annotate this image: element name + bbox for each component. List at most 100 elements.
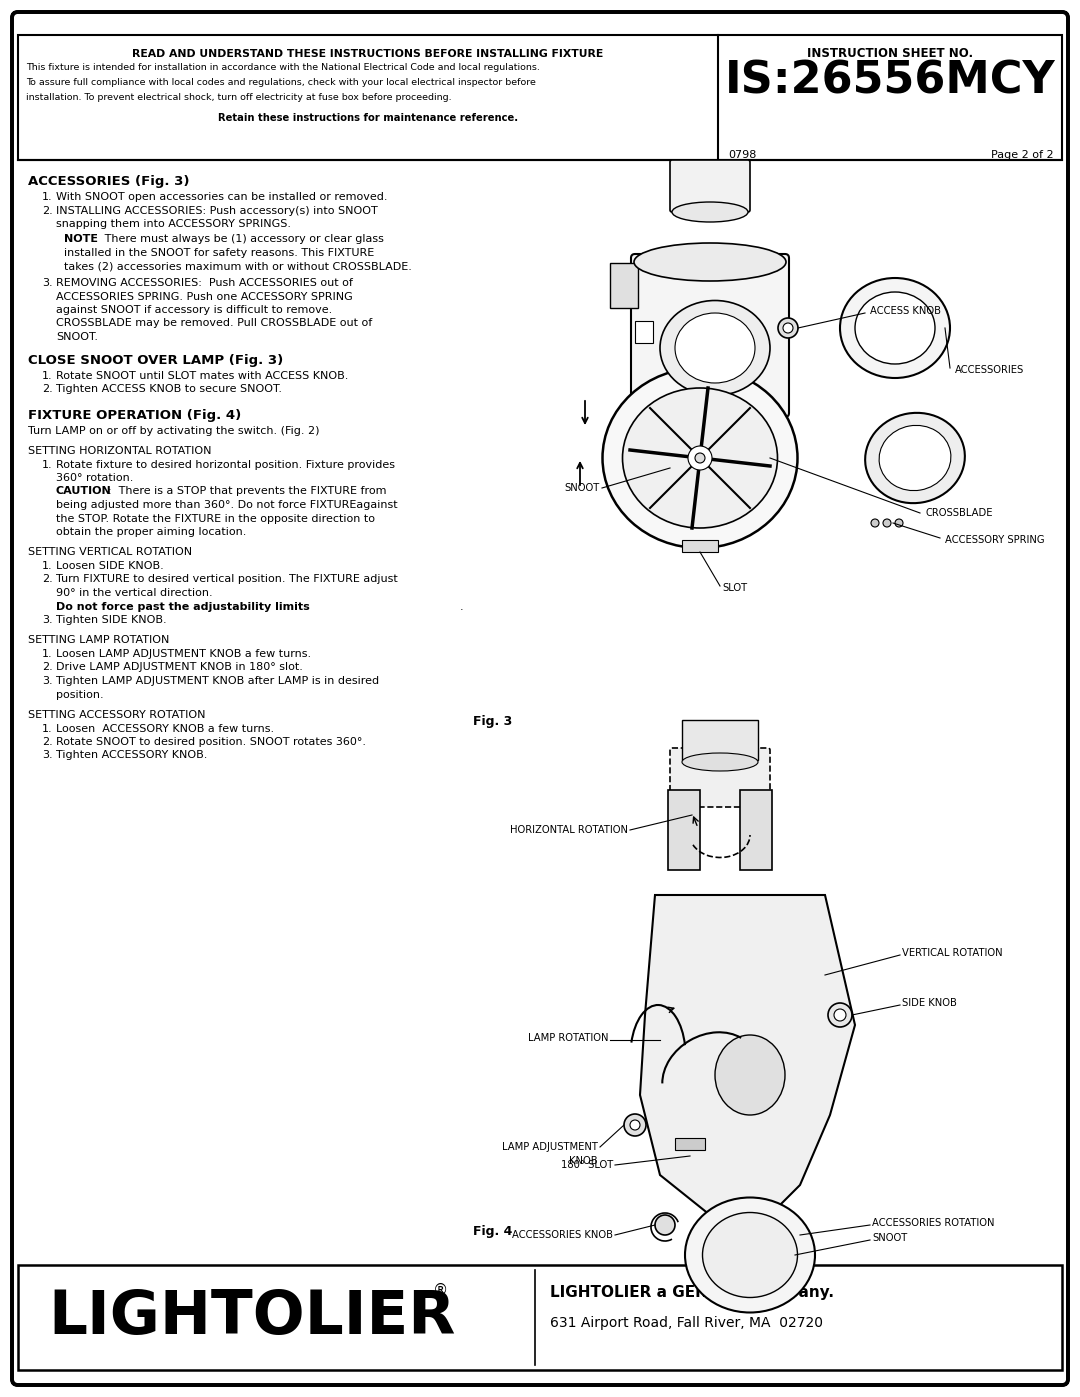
- Text: Retain these instructions for maintenance reference.: Retain these instructions for maintenanc…: [218, 113, 518, 123]
- Text: To assure full compliance with local codes and regulations, check with your loca: To assure full compliance with local cod…: [26, 78, 536, 87]
- Text: SNOOT.: SNOOT.: [56, 332, 98, 342]
- Text: snapping them into ACCESSORY SPRINGS.: snapping them into ACCESSORY SPRINGS.: [56, 219, 291, 229]
- Ellipse shape: [840, 278, 950, 379]
- Text: the STOP. Rotate the FIXTURE in the opposite direction to: the STOP. Rotate the FIXTURE in the oppo…: [56, 514, 375, 524]
- Text: position.: position.: [56, 690, 104, 700]
- Text: REMOVING ACCESSORIES:  Push ACCESSORIES out of: REMOVING ACCESSORIES: Push ACCESSORIES o…: [56, 278, 353, 288]
- Ellipse shape: [865, 414, 964, 503]
- Text: 3.: 3.: [42, 676, 53, 686]
- Circle shape: [895, 520, 903, 527]
- Text: INSTALLING ACCESSORIES: Push accessory(s) into SNOOT: INSTALLING ACCESSORIES: Push accessory(s…: [56, 205, 378, 215]
- Text: Loosen SIDE KNOB.: Loosen SIDE KNOB.: [56, 562, 164, 571]
- Text: FIXTURE OPERATION (Fig. 4): FIXTURE OPERATION (Fig. 4): [28, 409, 241, 422]
- Circle shape: [624, 1113, 646, 1136]
- Text: 180° SLOT: 180° SLOT: [561, 1160, 613, 1171]
- Ellipse shape: [603, 367, 797, 548]
- Ellipse shape: [634, 243, 786, 281]
- Text: CAUTION: CAUTION: [56, 486, 111, 496]
- Polygon shape: [640, 895, 855, 1225]
- Text: HORIZONTAL ROTATION: HORIZONTAL ROTATION: [510, 826, 627, 835]
- Text: ACCESS KNOB: ACCESS KNOB: [870, 306, 941, 316]
- Circle shape: [834, 1009, 846, 1021]
- Text: Drive LAMP ADJUSTMENT KNOB in 180° slot.: Drive LAMP ADJUSTMENT KNOB in 180° slot.: [56, 662, 302, 672]
- FancyBboxPatch shape: [670, 161, 750, 212]
- Ellipse shape: [660, 300, 770, 395]
- Text: LIGHTOLIER: LIGHTOLIER: [48, 1288, 456, 1347]
- Text: 1.: 1.: [42, 650, 53, 659]
- Text: With SNOOT open accessories can be installed or removed.: With SNOOT open accessories can be insta…: [56, 191, 388, 203]
- Text: being adjusted more than 360°. Do not force FIXTUREagainst: being adjusted more than 360°. Do not fo…: [56, 500, 397, 510]
- Text: 3.: 3.: [42, 750, 53, 760]
- Ellipse shape: [622, 388, 778, 528]
- Text: 2.: 2.: [42, 384, 53, 394]
- Text: 631 Airport Road, Fall River, MA  02720: 631 Airport Road, Fall River, MA 02720: [550, 1316, 823, 1330]
- Text: IS:26556MCY: IS:26556MCY: [725, 60, 1055, 103]
- Text: CLOSE SNOOT OVER LAMP (Fig. 3): CLOSE SNOOT OVER LAMP (Fig. 3): [28, 353, 283, 367]
- Ellipse shape: [715, 1035, 785, 1115]
- Text: VERTICAL ROTATION: VERTICAL ROTATION: [902, 949, 1002, 958]
- Text: Rotate SNOOT until SLOT mates with ACCESS KNOB.: Rotate SNOOT until SLOT mates with ACCES…: [56, 372, 349, 381]
- Text: Tighten SIDE KNOB.: Tighten SIDE KNOB.: [56, 615, 166, 624]
- Bar: [610, 263, 638, 307]
- Text: 2.: 2.: [42, 205, 53, 215]
- Text: INSTRUCTION SHEET NO.: INSTRUCTION SHEET NO.: [807, 47, 973, 60]
- Text: SNOOT: SNOOT: [872, 1234, 907, 1243]
- Text: Fig. 4: Fig. 4: [473, 1225, 512, 1238]
- FancyBboxPatch shape: [631, 254, 789, 416]
- Text: Tighten ACCESS KNOB to secure SNOOT.: Tighten ACCESS KNOB to secure SNOOT.: [56, 384, 282, 394]
- Bar: [18, 1266, 1062, 1370]
- FancyBboxPatch shape: [670, 747, 770, 807]
- Text: Rotate SNOOT to desired position. SNOOT rotates 360°.: Rotate SNOOT to desired position. SNOOT …: [56, 738, 366, 747]
- Text: LAMP ADJUSTMENT: LAMP ADJUSTMENT: [502, 1141, 598, 1153]
- Text: CROSSBLADE may be removed. Pull CROSSBLADE out of: CROSSBLADE may be removed. Pull CROSSBLA…: [56, 319, 373, 328]
- Circle shape: [783, 323, 793, 332]
- Text: Page 2 of 2: Page 2 of 2: [991, 149, 1054, 161]
- Ellipse shape: [855, 292, 935, 365]
- Text: SETTING VERTICAL ROTATION: SETTING VERTICAL ROTATION: [28, 548, 192, 557]
- Text: 2.: 2.: [42, 738, 53, 747]
- Text: KNOB: KNOB: [569, 1155, 598, 1166]
- Text: 0798: 0798: [728, 149, 756, 161]
- Circle shape: [778, 319, 798, 338]
- Text: installed in the SNOOT for safety reasons. This FIXTURE: installed in the SNOOT for safety reason…: [64, 249, 375, 258]
- Text: 1.: 1.: [42, 724, 53, 733]
- Text: 90° in the vertical direction.: 90° in the vertical direction.: [56, 588, 213, 598]
- Ellipse shape: [685, 1197, 815, 1313]
- Text: SIDE KNOB: SIDE KNOB: [902, 997, 957, 1009]
- Text: 1.: 1.: [42, 562, 53, 571]
- Text: SETTING ACCESSORY ROTATION: SETTING ACCESSORY ROTATION: [28, 710, 205, 719]
- Ellipse shape: [675, 313, 755, 383]
- Text: Tighten LAMP ADJUSTMENT KNOB after LAMP is in desired: Tighten LAMP ADJUSTMENT KNOB after LAMP …: [56, 676, 379, 686]
- Text: SETTING HORIZONTAL ROTATION: SETTING HORIZONTAL ROTATION: [28, 446, 212, 455]
- Text: ACCESSORIES SPRING. Push one ACCESSORY SPRING: ACCESSORIES SPRING. Push one ACCESSORY S…: [56, 292, 353, 302]
- Text: Tighten ACCESSORY KNOB.: Tighten ACCESSORY KNOB.: [56, 750, 207, 760]
- Ellipse shape: [681, 753, 758, 771]
- Text: 360° rotation.: 360° rotation.: [56, 474, 133, 483]
- Circle shape: [870, 520, 879, 527]
- Circle shape: [654, 1215, 675, 1235]
- Text: Rotate fixture to desired horizontal position. Fixture provides: Rotate fixture to desired horizontal pos…: [56, 460, 395, 469]
- Circle shape: [828, 1003, 852, 1027]
- Text: ACCESSORY SPRING: ACCESSORY SPRING: [945, 535, 1044, 545]
- Text: 3.: 3.: [42, 615, 53, 624]
- Ellipse shape: [879, 426, 950, 490]
- Text: Fig. 3: Fig. 3: [473, 715, 512, 728]
- Text: 1.: 1.: [42, 191, 53, 203]
- FancyBboxPatch shape: [12, 13, 1068, 1384]
- Text: LIGHTOLIER a GENLYTE company.: LIGHTOLIER a GENLYTE company.: [550, 1285, 834, 1301]
- Text: NOTE: NOTE: [64, 235, 98, 244]
- Text: Do not force past the adjustability limits: Do not force past the adjustability limi…: [56, 602, 310, 612]
- Text: Turn FIXTURE to desired vertical position. The FIXTURE adjust: Turn FIXTURE to desired vertical positio…: [56, 574, 397, 584]
- Text: 1.: 1.: [42, 372, 53, 381]
- Text: Loosen LAMP ADJUSTMENT KNOB a few turns.: Loosen LAMP ADJUSTMENT KNOB a few turns.: [56, 650, 311, 659]
- Text: ACCESSORIES (Fig. 3): ACCESSORIES (Fig. 3): [28, 175, 189, 189]
- Text: This fixture is intended for installation in accordance with the National Electr: This fixture is intended for installatio…: [26, 63, 540, 73]
- Text: SNOOT: SNOOT: [565, 483, 600, 493]
- Text: obtain the proper aiming location.: obtain the proper aiming location.: [56, 527, 246, 536]
- Bar: [669, 789, 700, 870]
- Text: takes (2) accessories maximum with or without CROSSBLADE.: takes (2) accessories maximum with or wi…: [64, 261, 411, 271]
- Text: 2.: 2.: [42, 574, 53, 584]
- Bar: [681, 719, 758, 760]
- Circle shape: [696, 453, 705, 462]
- Text: ACCESSORIES KNOB: ACCESSORIES KNOB: [512, 1229, 613, 1241]
